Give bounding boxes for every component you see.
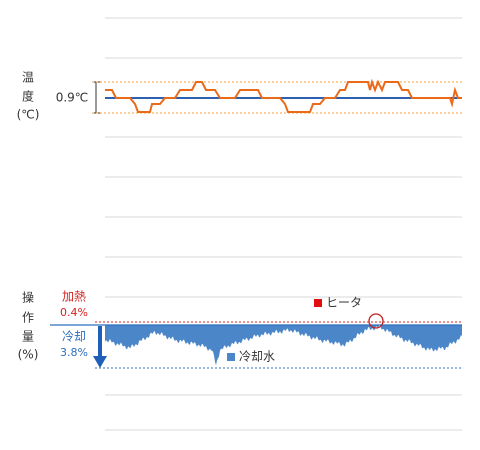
arrow-head [93, 356, 107, 368]
heating-name: 加熱 [62, 290, 86, 304]
axis-label: 量 [22, 330, 34, 344]
legend-label: ヒータ [326, 296, 362, 310]
legend-label: 冷却水 [239, 350, 275, 364]
highlight-circle [368, 313, 384, 329]
legend-swatch [314, 299, 322, 307]
axis-label: 温 [22, 71, 34, 85]
band-label: 0.9℃ [56, 91, 89, 105]
legend-swatch [227, 353, 235, 361]
heating-value: 0.4% [60, 306, 88, 319]
axis-label: (℃) [17, 108, 40, 122]
cooling-value: 3.8% [60, 346, 88, 359]
axis-label: 度 [22, 89, 34, 104]
cooling-area [105, 324, 462, 366]
cooling-name: 冷却 [62, 330, 86, 344]
grid [105, 17, 462, 431]
axis-label: 操 [22, 290, 34, 305]
axis-label: 作 [22, 311, 34, 325]
temperature-trace [105, 78, 462, 113]
bracket [92, 81, 100, 114]
axis-label: (%) [18, 348, 39, 362]
